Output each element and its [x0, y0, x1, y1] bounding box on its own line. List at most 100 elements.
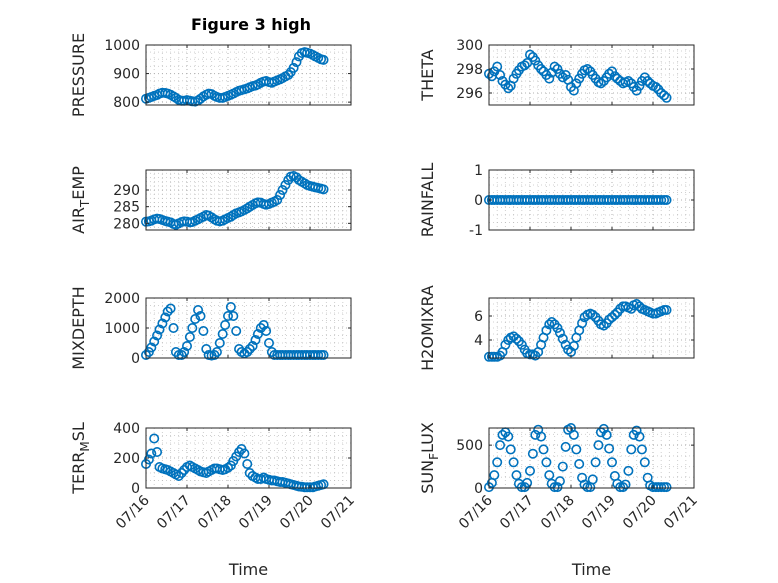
data-point: [560, 70, 571, 81]
data-point: [179, 346, 190, 357]
data-point: [505, 444, 516, 455]
data-point: [554, 476, 565, 487]
x-axis-label: Time: [571, 560, 611, 579]
data-point: [160, 312, 171, 323]
data-point: [157, 318, 168, 329]
y-tick-label: 2000: [104, 291, 140, 307]
data-point: [634, 80, 645, 91]
axis-box: [488, 427, 695, 489]
x-tick-label: 07/19: [579, 493, 619, 533]
data-point: [549, 482, 560, 493]
data-point: [527, 448, 538, 459]
y-tick-label: 298: [456, 62, 483, 78]
data-point: [549, 61, 560, 72]
data-point: [193, 304, 204, 315]
data-points: [483, 298, 672, 362]
axis-box: [488, 44, 695, 106]
data-point: [612, 73, 623, 84]
data-point: [536, 64, 547, 75]
y-tick-label: 6: [474, 309, 483, 325]
y-tick-label: 1000: [104, 321, 140, 337]
y-tick-label: 0: [474, 481, 483, 497]
data-point: [168, 322, 179, 333]
data-point: [146, 448, 157, 459]
data-point: [263, 337, 274, 348]
data-point: [266, 346, 277, 357]
x-tick-label: 07/20: [277, 493, 317, 533]
panel-mixdepth: 0 1000 2000 MIXDEPTH: [69, 286, 352, 370]
data-point: [176, 349, 187, 360]
data-point: [190, 313, 201, 324]
x-tick-label: 07/17: [497, 493, 537, 533]
y-axis-label: SUNFLUX: [418, 422, 441, 494]
panel-theta: 296 298 300 THETA: [418, 38, 695, 106]
data-point: [489, 351, 500, 362]
data-point: [201, 343, 212, 354]
data-point: [508, 457, 519, 468]
data-point: [557, 461, 568, 472]
data-points: [483, 195, 672, 206]
data-point: [604, 443, 615, 454]
data-point: [291, 57, 302, 68]
figure-title: Figure 3 high: [191, 15, 311, 34]
x-tick-label: 07/20: [620, 493, 660, 533]
data-point: [524, 465, 535, 476]
y-tick-label: 1: [474, 163, 483, 179]
y-tick-label: 0: [131, 351, 140, 367]
y-tick-label: 300: [456, 38, 483, 54]
panel-h2omixra: 4 6 H2OMIXRA: [418, 285, 695, 371]
data-point: [209, 349, 220, 360]
data-point: [318, 184, 329, 195]
data-point: [318, 349, 329, 360]
data-point: [198, 325, 209, 336]
y-tick-label: 4: [474, 333, 483, 349]
data-point: [489, 470, 500, 481]
data-point: [497, 429, 508, 440]
data-point: [187, 322, 198, 333]
y-axis-label: RAINFALL: [418, 163, 437, 238]
data-point: [604, 314, 615, 325]
y-axis-label: THETA: [418, 49, 437, 101]
x-axis-label: Time: [228, 560, 268, 579]
y-tick-label: 280: [113, 216, 140, 232]
data-point: [656, 195, 667, 206]
y-axis-label: PRESSURE: [69, 33, 88, 117]
data-point: [228, 310, 239, 321]
data-point: [261, 325, 272, 336]
data-points: [141, 301, 329, 361]
axis-box: [488, 297, 695, 359]
y-axis-label: AIRTEMP: [69, 166, 92, 234]
data-point: [255, 322, 266, 333]
data-point: [154, 324, 165, 335]
data-point: [252, 328, 263, 339]
data-point: [582, 64, 593, 75]
data-point: [176, 467, 187, 478]
data-point: [511, 333, 522, 344]
data-point: [272, 195, 283, 206]
data-point: [544, 73, 555, 84]
data-point: [615, 482, 626, 493]
data-point: [656, 482, 667, 493]
y-tick-label: 500: [456, 438, 483, 454]
data-point: [626, 444, 637, 455]
data-point: [639, 457, 650, 468]
y-axis-label: MIXDEPTH: [69, 286, 88, 369]
data-point: [149, 433, 160, 444]
panel-sun-flux: 0 500 SUNFLUX 07/16 07/17 07/18 07/19 07/20 07/2…: [418, 422, 701, 579]
data-point: [636, 444, 647, 455]
data-point: [503, 83, 514, 94]
data-point: [587, 474, 598, 485]
y-axis-label: H2OMIXRA: [418, 285, 437, 371]
y-tick-label: 200: [113, 451, 140, 467]
data-point: [242, 346, 253, 357]
data-point: [211, 346, 222, 357]
data-point: [661, 304, 672, 315]
data-point: [143, 454, 154, 465]
data-point: [623, 465, 634, 476]
data-point: [544, 319, 555, 330]
y-tick-label: 285: [113, 200, 140, 216]
data-point: [152, 330, 163, 341]
x-tick-label: 07/16: [456, 492, 496, 532]
